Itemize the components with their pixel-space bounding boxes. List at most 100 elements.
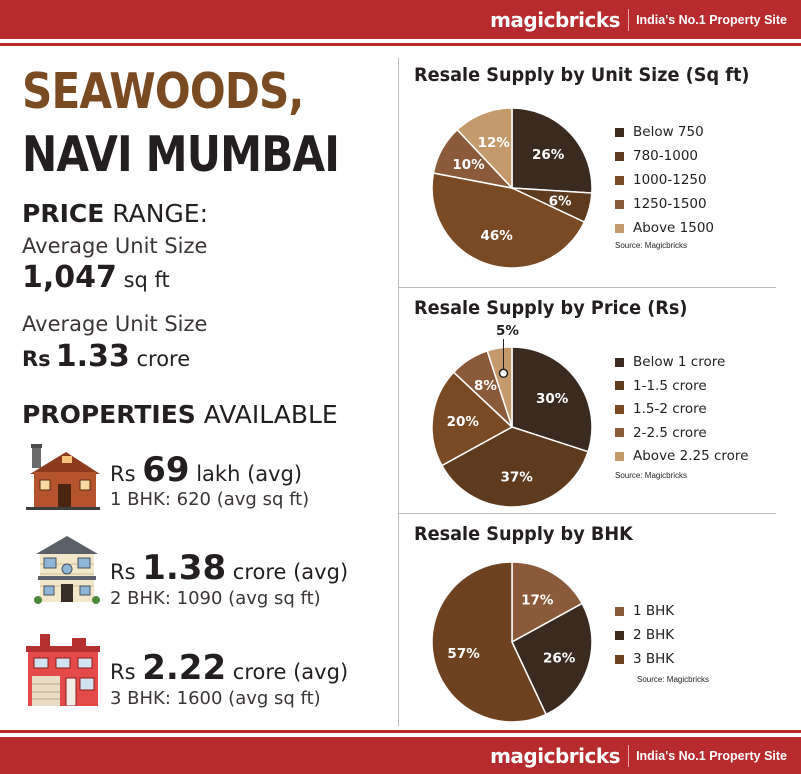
- legend-label: 1000-1250: [633, 172, 707, 188]
- legend-item: Below 750: [615, 124, 704, 140]
- footer-brand-separator: [628, 744, 630, 767]
- legend-item: Above 1500: [615, 220, 714, 236]
- column-divider: [398, 58, 399, 726]
- chart-3-source: Source: Magicbricks: [637, 675, 710, 684]
- legend-swatch: [615, 404, 624, 414]
- footer-brand[interactable]: magicbricks India's No.1 Property Site: [490, 737, 801, 774]
- footer-brand-tagline: India's No.1 Property Site: [636, 748, 787, 763]
- price-range-rest: RANGE:: [104, 199, 209, 228]
- pie-label-2: 6%: [549, 193, 572, 209]
- property-1-sub: 1 BHK: 620 (avg sq ft): [110, 489, 310, 510]
- avg-price-label: Average Unit Size: [22, 312, 208, 336]
- title-line-1: SEAWOODS,: [22, 63, 304, 120]
- property-3-sub: 3 BHK: 1600 (avg sq ft): [110, 688, 321, 709]
- property-3-unit: crore (avg): [226, 660, 349, 684]
- property-3-value: 2.22: [142, 648, 227, 688]
- pie-slice-3: [431, 172, 586, 269]
- chart-divider-2: [398, 513, 776, 514]
- legend-swatch: [615, 451, 624, 461]
- header-rule: [0, 43, 801, 46]
- pie-label-4: 8%: [474, 378, 497, 394]
- pie-slice-5: [486, 346, 513, 428]
- legend-swatch: [615, 199, 624, 209]
- legend-label: 2-2.5 crore: [633, 424, 707, 441]
- legend-swatch: [615, 654, 624, 664]
- pie-label-2: 37%: [501, 469, 534, 485]
- pie-label-3: 46%: [481, 228, 514, 244]
- properties-bold: PROPERTIES: [22, 400, 196, 429]
- legend-swatch: [615, 357, 624, 367]
- legend-swatch: [615, 223, 624, 233]
- pie-label-1: 17%: [521, 592, 554, 608]
- footer-brand-logo[interactable]: magicbricks: [490, 743, 621, 768]
- pie-label-3: 20%: [447, 414, 480, 430]
- pie-slice-1: [511, 561, 584, 644]
- legend-item: Below 1 crore: [615, 354, 725, 370]
- title-line-2: NAVI MUMBAI: [22, 126, 340, 183]
- legend-item: 1000-1250: [615, 172, 707, 188]
- chart-3-title: Resale Supply by BHK: [414, 523, 633, 545]
- avg-price-prefix: Rs: [22, 347, 51, 371]
- property-3-prefix: Rs: [110, 660, 143, 684]
- legend-item: 2 BHK: [615, 627, 674, 643]
- pie-label-2: 26%: [543, 650, 576, 666]
- property-3-price: Rs 2.22 crore (avg): [110, 651, 348, 685]
- price-range-bold: PRICE: [22, 199, 105, 228]
- property-2-sub: 2 BHK: 1090 (avg sq ft): [110, 588, 321, 609]
- properties-heading: PROPERTIES AVAILABLE: [22, 402, 338, 427]
- legend-item: 2-2.5 crore: [615, 425, 707, 441]
- pie-label-1: 30%: [536, 391, 569, 407]
- legend-label: 1250-1500: [633, 196, 707, 212]
- chart-1-source: Source: Magicbricks: [615, 241, 688, 250]
- property-2-price: Rs 1.38 crore (avg): [110, 551, 348, 585]
- legend-label: Below 1 crore: [633, 354, 726, 370]
- chart-2-title: Resale Supply by Price (Rs): [414, 297, 688, 319]
- legend-label: 1.5-2 crore: [633, 401, 707, 417]
- brand-logo[interactable]: magicbricks: [490, 7, 621, 32]
- brick-house-icon: [26, 444, 100, 510]
- legend-label: 1-1.5 crore: [633, 377, 707, 394]
- property-1-unit: lakh (avg): [189, 462, 303, 486]
- brand-separator: [628, 8, 630, 31]
- pie-slice-1: [511, 107, 593, 194]
- footer-bar: magicbricks India's No.1 Property Site: [0, 737, 801, 774]
- legend-swatch: [615, 428, 624, 437]
- unit-size-unit: sq ft: [116, 268, 170, 292]
- two-storey-house-icon: [34, 536, 100, 604]
- unit-size-label: Average Unit Size: [22, 234, 208, 258]
- legend-item: 1 BHK: [615, 603, 674, 619]
- pie-slice-2: [440, 426, 590, 508]
- property-1-prefix: Rs: [110, 462, 143, 486]
- pie-label-5: 12%: [478, 135, 511, 151]
- legend-item: 1-1.5 crore: [615, 378, 707, 394]
- callout-dot: [498, 368, 509, 379]
- legend-swatch: [615, 127, 624, 137]
- legend-item: Above 2.25 crore: [615, 448, 749, 464]
- pie-slice-2: [511, 602, 593, 716]
- brand[interactable]: magicbricks India's No.1 Property Site: [490, 0, 801, 39]
- unit-size-number: 1,047: [22, 260, 117, 295]
- pie-slice-3: [431, 371, 514, 467]
- red-building-icon: [26, 634, 100, 706]
- pie-slice-5: [456, 107, 513, 190]
- legend-item: 3 BHK: [615, 651, 674, 667]
- pie-label-5: 5%: [496, 323, 519, 339]
- legend-item: 1.5-2 crore: [615, 401, 707, 417]
- pie-slice-1: [511, 346, 593, 453]
- chart-1-pie: 26% 6% 46% 10% 12%: [431, 107, 593, 269]
- pie-label-1: 26%: [532, 147, 565, 163]
- property-1-value: 69: [142, 450, 190, 490]
- property-2-prefix: Rs: [110, 560, 143, 584]
- legend-label: 2 BHK: [633, 627, 675, 643]
- price-range-heading: PRICE RANGE:: [22, 201, 208, 226]
- legend-swatch: [615, 606, 624, 616]
- property-2-value: 1.38: [142, 548, 227, 588]
- legend-item: 780-1000: [615, 148, 698, 164]
- chart-1-title: Resale Supply by Unit Size (Sq ft): [414, 64, 750, 86]
- legend-swatch: [615, 151, 624, 161]
- property-1-price: Rs 69 lakh (avg): [110, 453, 302, 487]
- legend-label: 780-1000: [633, 148, 698, 164]
- legend-swatch: [615, 630, 624, 640]
- unit-size-value: 1,047 sq ft: [22, 263, 170, 293]
- avg-price-unit: crore: [129, 347, 191, 371]
